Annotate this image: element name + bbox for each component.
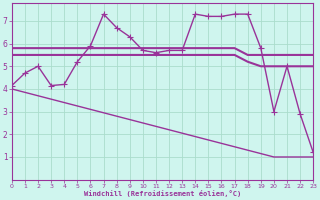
X-axis label: Windchill (Refroidissement éolien,°C): Windchill (Refroidissement éolien,°C) [84, 190, 241, 197]
